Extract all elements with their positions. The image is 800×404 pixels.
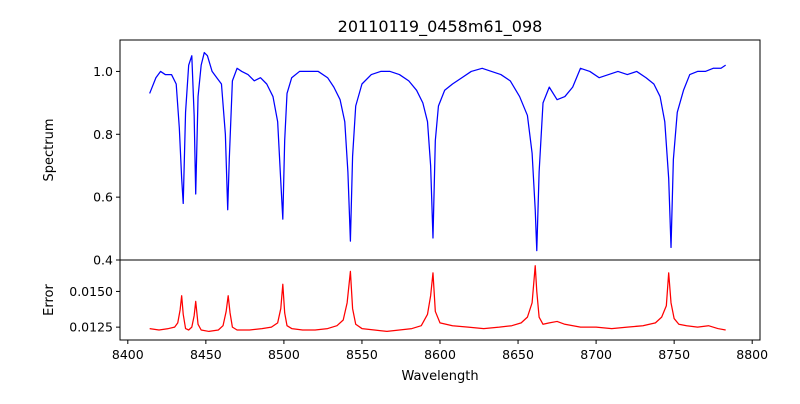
x-tick-label: 8750 xyxy=(658,347,690,362)
x-tick-label: 8650 xyxy=(502,347,534,362)
error-y-axis-label: Error xyxy=(42,284,57,316)
x-tick-label: 8550 xyxy=(346,347,378,362)
x-tick-label: 8500 xyxy=(268,347,300,362)
spectrum-y-tick-label: 0.8 xyxy=(93,127,113,142)
x-tick-label: 8600 xyxy=(424,347,456,362)
spectrum-y-tick-label: 0.4 xyxy=(93,253,113,268)
spectrum-y-tick-label: 0.6 xyxy=(93,190,113,205)
error-panel-frame xyxy=(119,259,761,341)
error-y-tick-label: 0.0150 xyxy=(69,284,113,299)
spectrum-panel-frame xyxy=(119,39,761,261)
x-axis-label: Wavelength xyxy=(401,369,478,384)
x-tick-label: 8800 xyxy=(736,347,768,362)
plot-layer: 0.4 0.6 0.8 1.0 0.0125 0.0150 8400 8450 8500 8550… xyxy=(69,39,768,362)
x-tick-label: 8700 xyxy=(580,347,612,362)
error-y-tick-label: 0.0125 xyxy=(69,320,113,335)
spectrum-y-axis-label: Spectrum xyxy=(42,119,57,182)
chart-title: 20110119_0458m61_098 xyxy=(338,17,543,37)
spectrum-series-line xyxy=(149,51,727,252)
error-series-line xyxy=(149,265,726,333)
x-tick-label: 8400 xyxy=(112,347,144,362)
x-tick-label: 8450 xyxy=(190,347,222,362)
spectrum-y-tick-label: 1.0 xyxy=(93,64,113,79)
